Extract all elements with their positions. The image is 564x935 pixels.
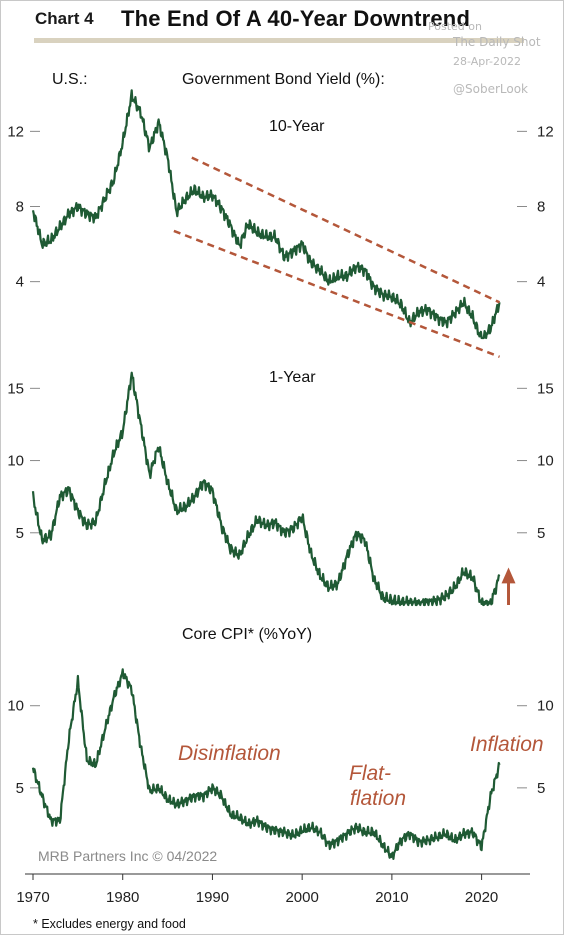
- series-line-10y: [31, 89, 501, 340]
- y-tick-label-right-1y-15: 15: [537, 380, 554, 397]
- footnote: * Excludes energy and food: [33, 917, 186, 931]
- country-label: U.S.:: [52, 71, 88, 88]
- y-tick-label-left-1y-15: 15: [7, 380, 24, 397]
- x-tick-label-2010: 2010: [375, 889, 408, 906]
- y-tick-label-left-cpi-5: 5: [16, 780, 24, 797]
- panel-title-1y: 1-Year: [269, 369, 316, 386]
- panel-title-10y: 10-Year: [269, 118, 325, 135]
- y-tick-label-left-10y-8: 8: [16, 199, 24, 216]
- annotation-disinflation: Disinflation: [178, 742, 281, 765]
- y-tick-label-right-cpi-5: 5: [537, 780, 545, 797]
- y-tick-label-left-1y-5: 5: [16, 525, 24, 542]
- watermark-posted-on: Posted on: [428, 20, 482, 33]
- y-tick-label-right-1y-5: 5: [537, 525, 545, 542]
- y-tick-label-left-1y-10: 10: [7, 453, 24, 470]
- annotation-flatflation-1: Flat-: [349, 762, 391, 785]
- x-tick-label-1990: 1990: [196, 889, 229, 906]
- series-line-cpi: [31, 668, 501, 861]
- y-tick-label-right-10y-12: 12: [537, 123, 554, 140]
- x-tick-label-2020: 2020: [465, 889, 498, 906]
- annotation-inflation: Inflation: [470, 733, 544, 756]
- x-tick-label-2000: 2000: [285, 889, 318, 906]
- y-tick-label-right-10y-8: 8: [537, 199, 545, 216]
- trend-channel-lower: [173, 229, 500, 358]
- x-tick-label-1970: 1970: [16, 889, 49, 906]
- trend-channel-upper: [191, 156, 501, 304]
- chart-title: The End Of A 40-Year Downtrend: [121, 6, 471, 31]
- y-tick-label-right-1y-10: 10: [537, 453, 554, 470]
- y-tick-label-right-10y-4: 4: [537, 274, 545, 291]
- y-tick-label-right-cpi-10: 10: [537, 698, 554, 715]
- rising-arrow-head: [501, 567, 516, 584]
- chart-number: Chart 4: [35, 9, 94, 28]
- series-line-1y: [31, 371, 501, 607]
- annotation-flatflation-2: flation: [350, 787, 407, 810]
- watermark-source: The Daily Shot: [453, 35, 541, 49]
- y-tick-label-left-10y-4: 4: [16, 274, 24, 291]
- title-rule: [34, 38, 524, 43]
- watermark-handle: @SoberLook: [453, 82, 528, 96]
- source-credit: MRB Partners Inc © 04/2022: [38, 848, 218, 864]
- y-tick-label-left-cpi-10: 10: [7, 698, 24, 715]
- panel-title-core-cpi: Core CPI* (%YoY): [182, 626, 313, 643]
- y-tick-label-left-10y-12: 12: [7, 123, 24, 140]
- x-tick-label-1980: 1980: [106, 889, 139, 906]
- watermark-date: 28-Apr-2022: [453, 55, 522, 68]
- measure-label: Government Bond Yield (%):: [182, 71, 385, 88]
